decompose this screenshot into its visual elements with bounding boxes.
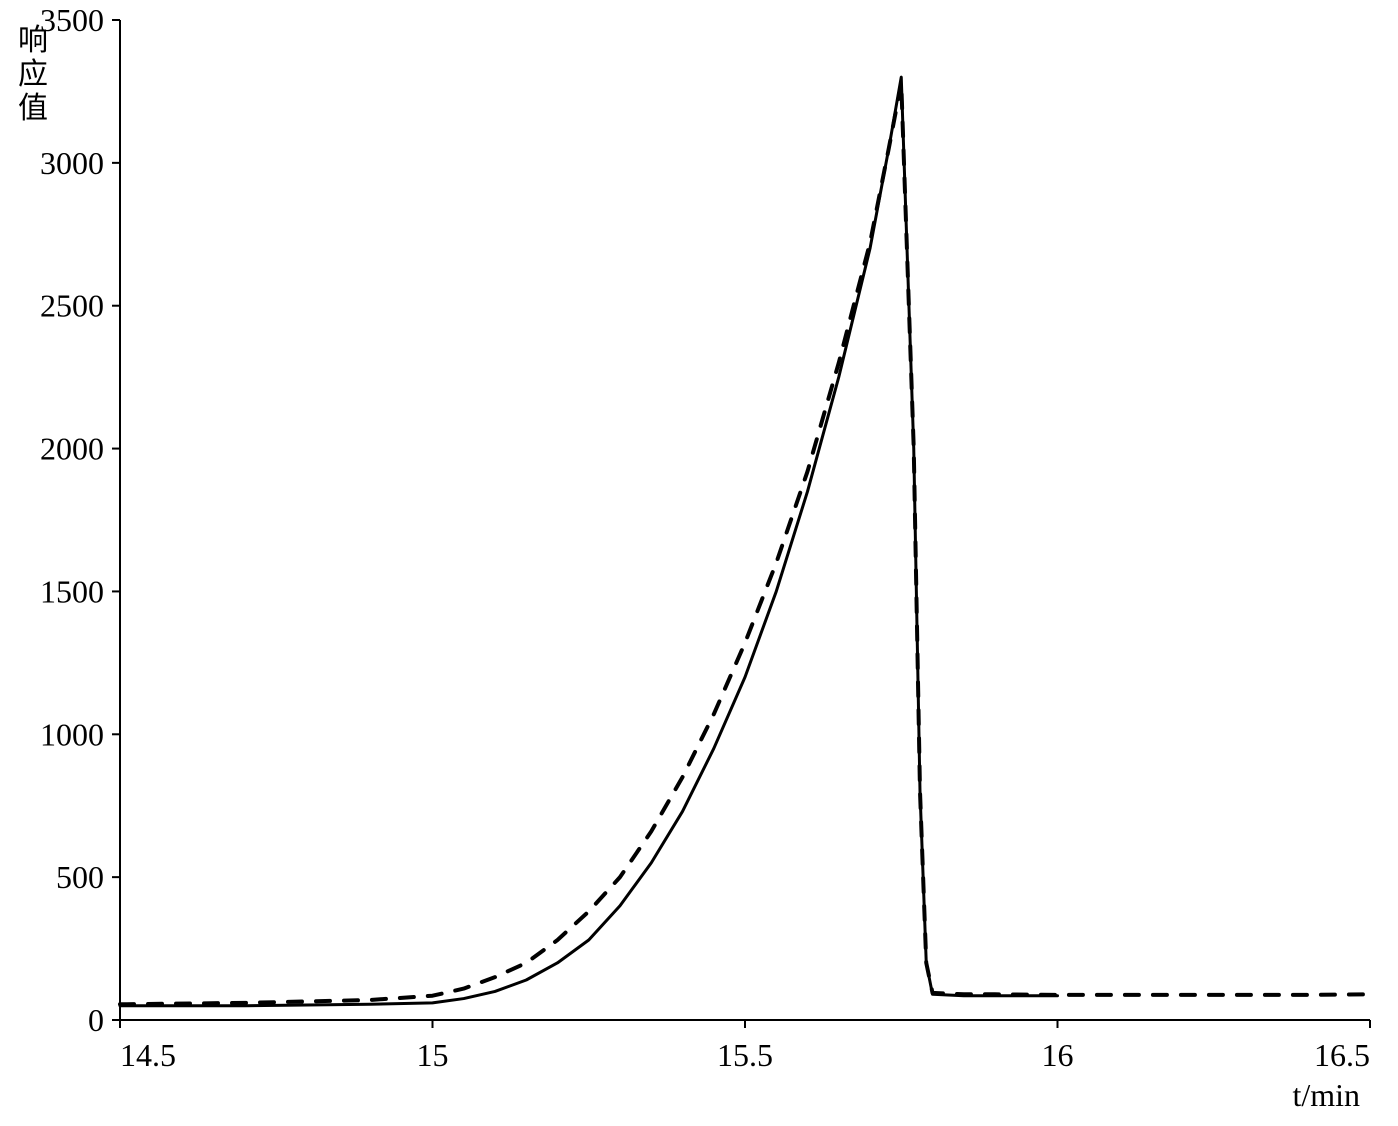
y-axis-label-char: 响 [18, 24, 48, 57]
y-tick-label: 0 [88, 1002, 104, 1038]
x-tick-label: 14.5 [120, 1037, 176, 1073]
x-tick-label: 15 [417, 1037, 449, 1073]
y-axis-label-char: 值 [18, 92, 48, 125]
x-tick-label: 16 [1042, 1037, 1074, 1073]
y-tick-label: 1000 [40, 716, 104, 752]
y-tick-label: 2000 [40, 431, 104, 467]
y-tick-label: 2500 [40, 288, 104, 324]
y-tick-label: 3500 [40, 2, 104, 38]
chromatogram-chart: 0 500 1000 1500 2000 2500 3000 3500 14.5 15 15.5 16… [0, 0, 1398, 1126]
y-tick-label: 500 [56, 859, 104, 895]
y-tick-label: 1500 [40, 573, 104, 609]
x-tick-label: 16.5 [1314, 1037, 1370, 1073]
x-tick-label: 15.5 [717, 1037, 773, 1073]
y-tick-label: 3000 [40, 145, 104, 181]
chart-container: { "chart": { "type": "line", "background… [0, 0, 1398, 1126]
series-dashed [120, 83, 1370, 1004]
y-axis-label-char: 应 [18, 58, 48, 91]
x-axis-label: t/min [1292, 1077, 1360, 1113]
